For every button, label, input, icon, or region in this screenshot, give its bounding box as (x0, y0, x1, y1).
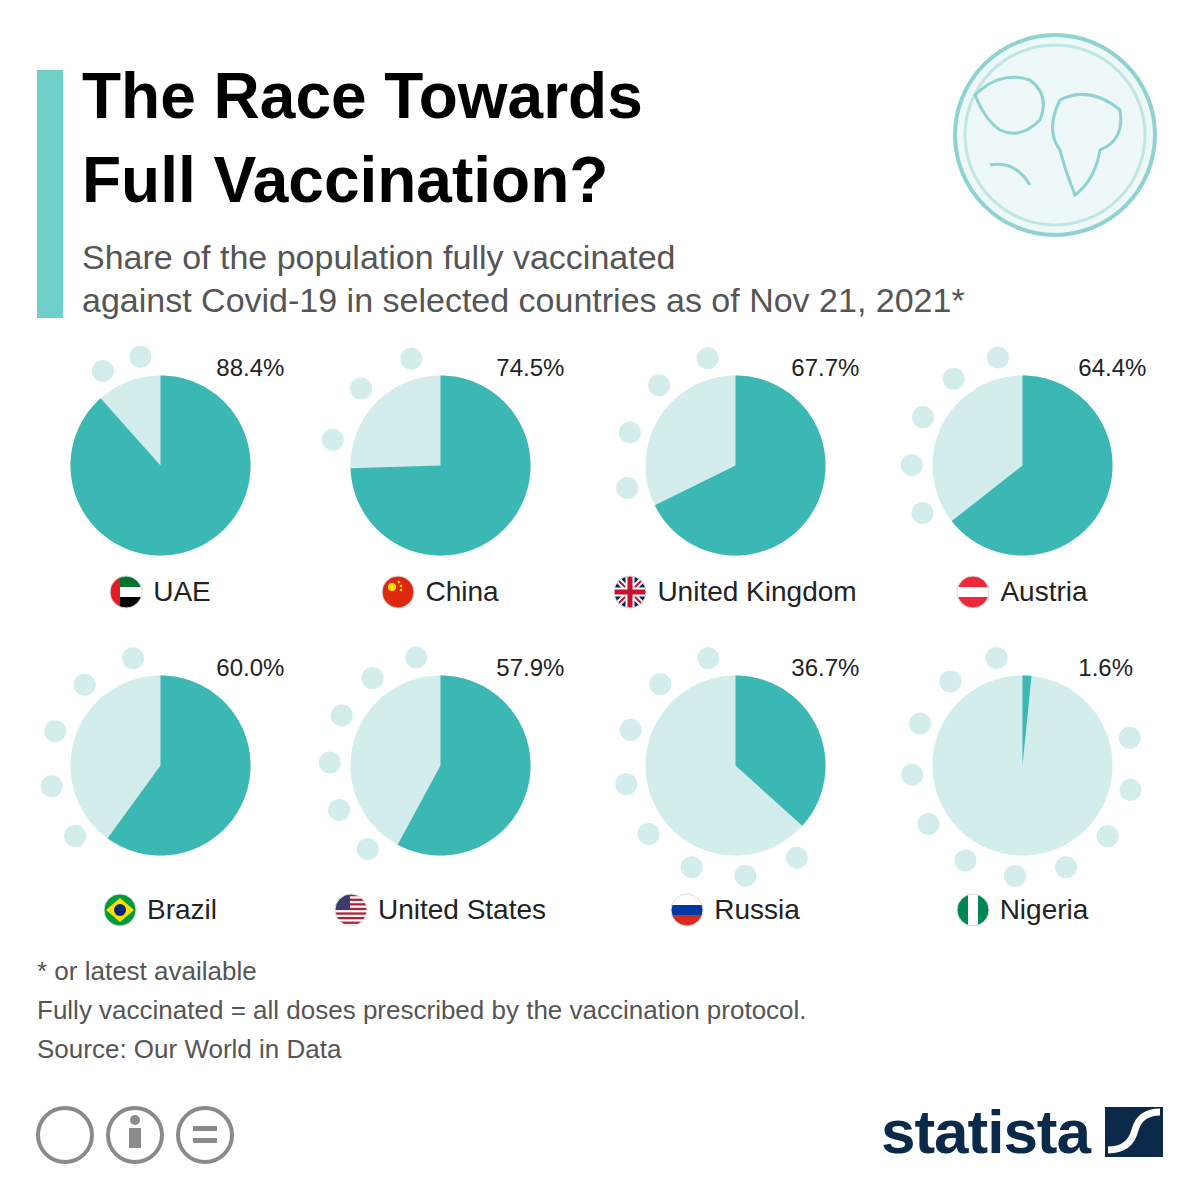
html-text:United Kingdom: United Kingdom (657, 576, 857, 607)
html-text:Brazil: Brazil (147, 894, 217, 925)
html-text:statista: statista (880, 1097, 1090, 1166)
svg-text:88.4%: 88.4% (216, 354, 284, 381)
html-text:United States: United States (377, 894, 546, 925)
svg-text:67.7%: 67.7% (791, 354, 859, 381)
html-text:* or latest available: * or latest available (37, 956, 257, 986)
html-text:Source: Our World in Data: Source: Our World in Data (37, 1034, 342, 1064)
html-text:Russia: Russia (714, 894, 800, 925)
html-text:UAE: UAE (153, 576, 211, 607)
html-text:The Race Towards Full Vaccinat: The Race Towards Full Vaccination? (82, 60, 643, 216)
html-text:Share of the population fully: Share of the population fully vaccinated… (82, 238, 965, 319)
svg-text:1.6%: 1.6% (1078, 654, 1133, 681)
html-text:Austria: Austria (1000, 576, 1088, 607)
svg-text:60.0%: 60.0% (216, 654, 284, 681)
html-text:China: China (425, 576, 499, 607)
html-text:Fully vaccinated = all doses p: Fully vaccinated = all doses prescribed … (37, 995, 807, 1025)
svg-text:74.5%: 74.5% (496, 354, 564, 381)
html-text:Nigeria: Nigeria (999, 894, 1089, 925)
svg-text:57.9%: 57.9% (496, 654, 564, 681)
svg-text:64.4%: 64.4% (1078, 354, 1146, 381)
svg-text:36.7%: 36.7% (791, 654, 859, 681)
